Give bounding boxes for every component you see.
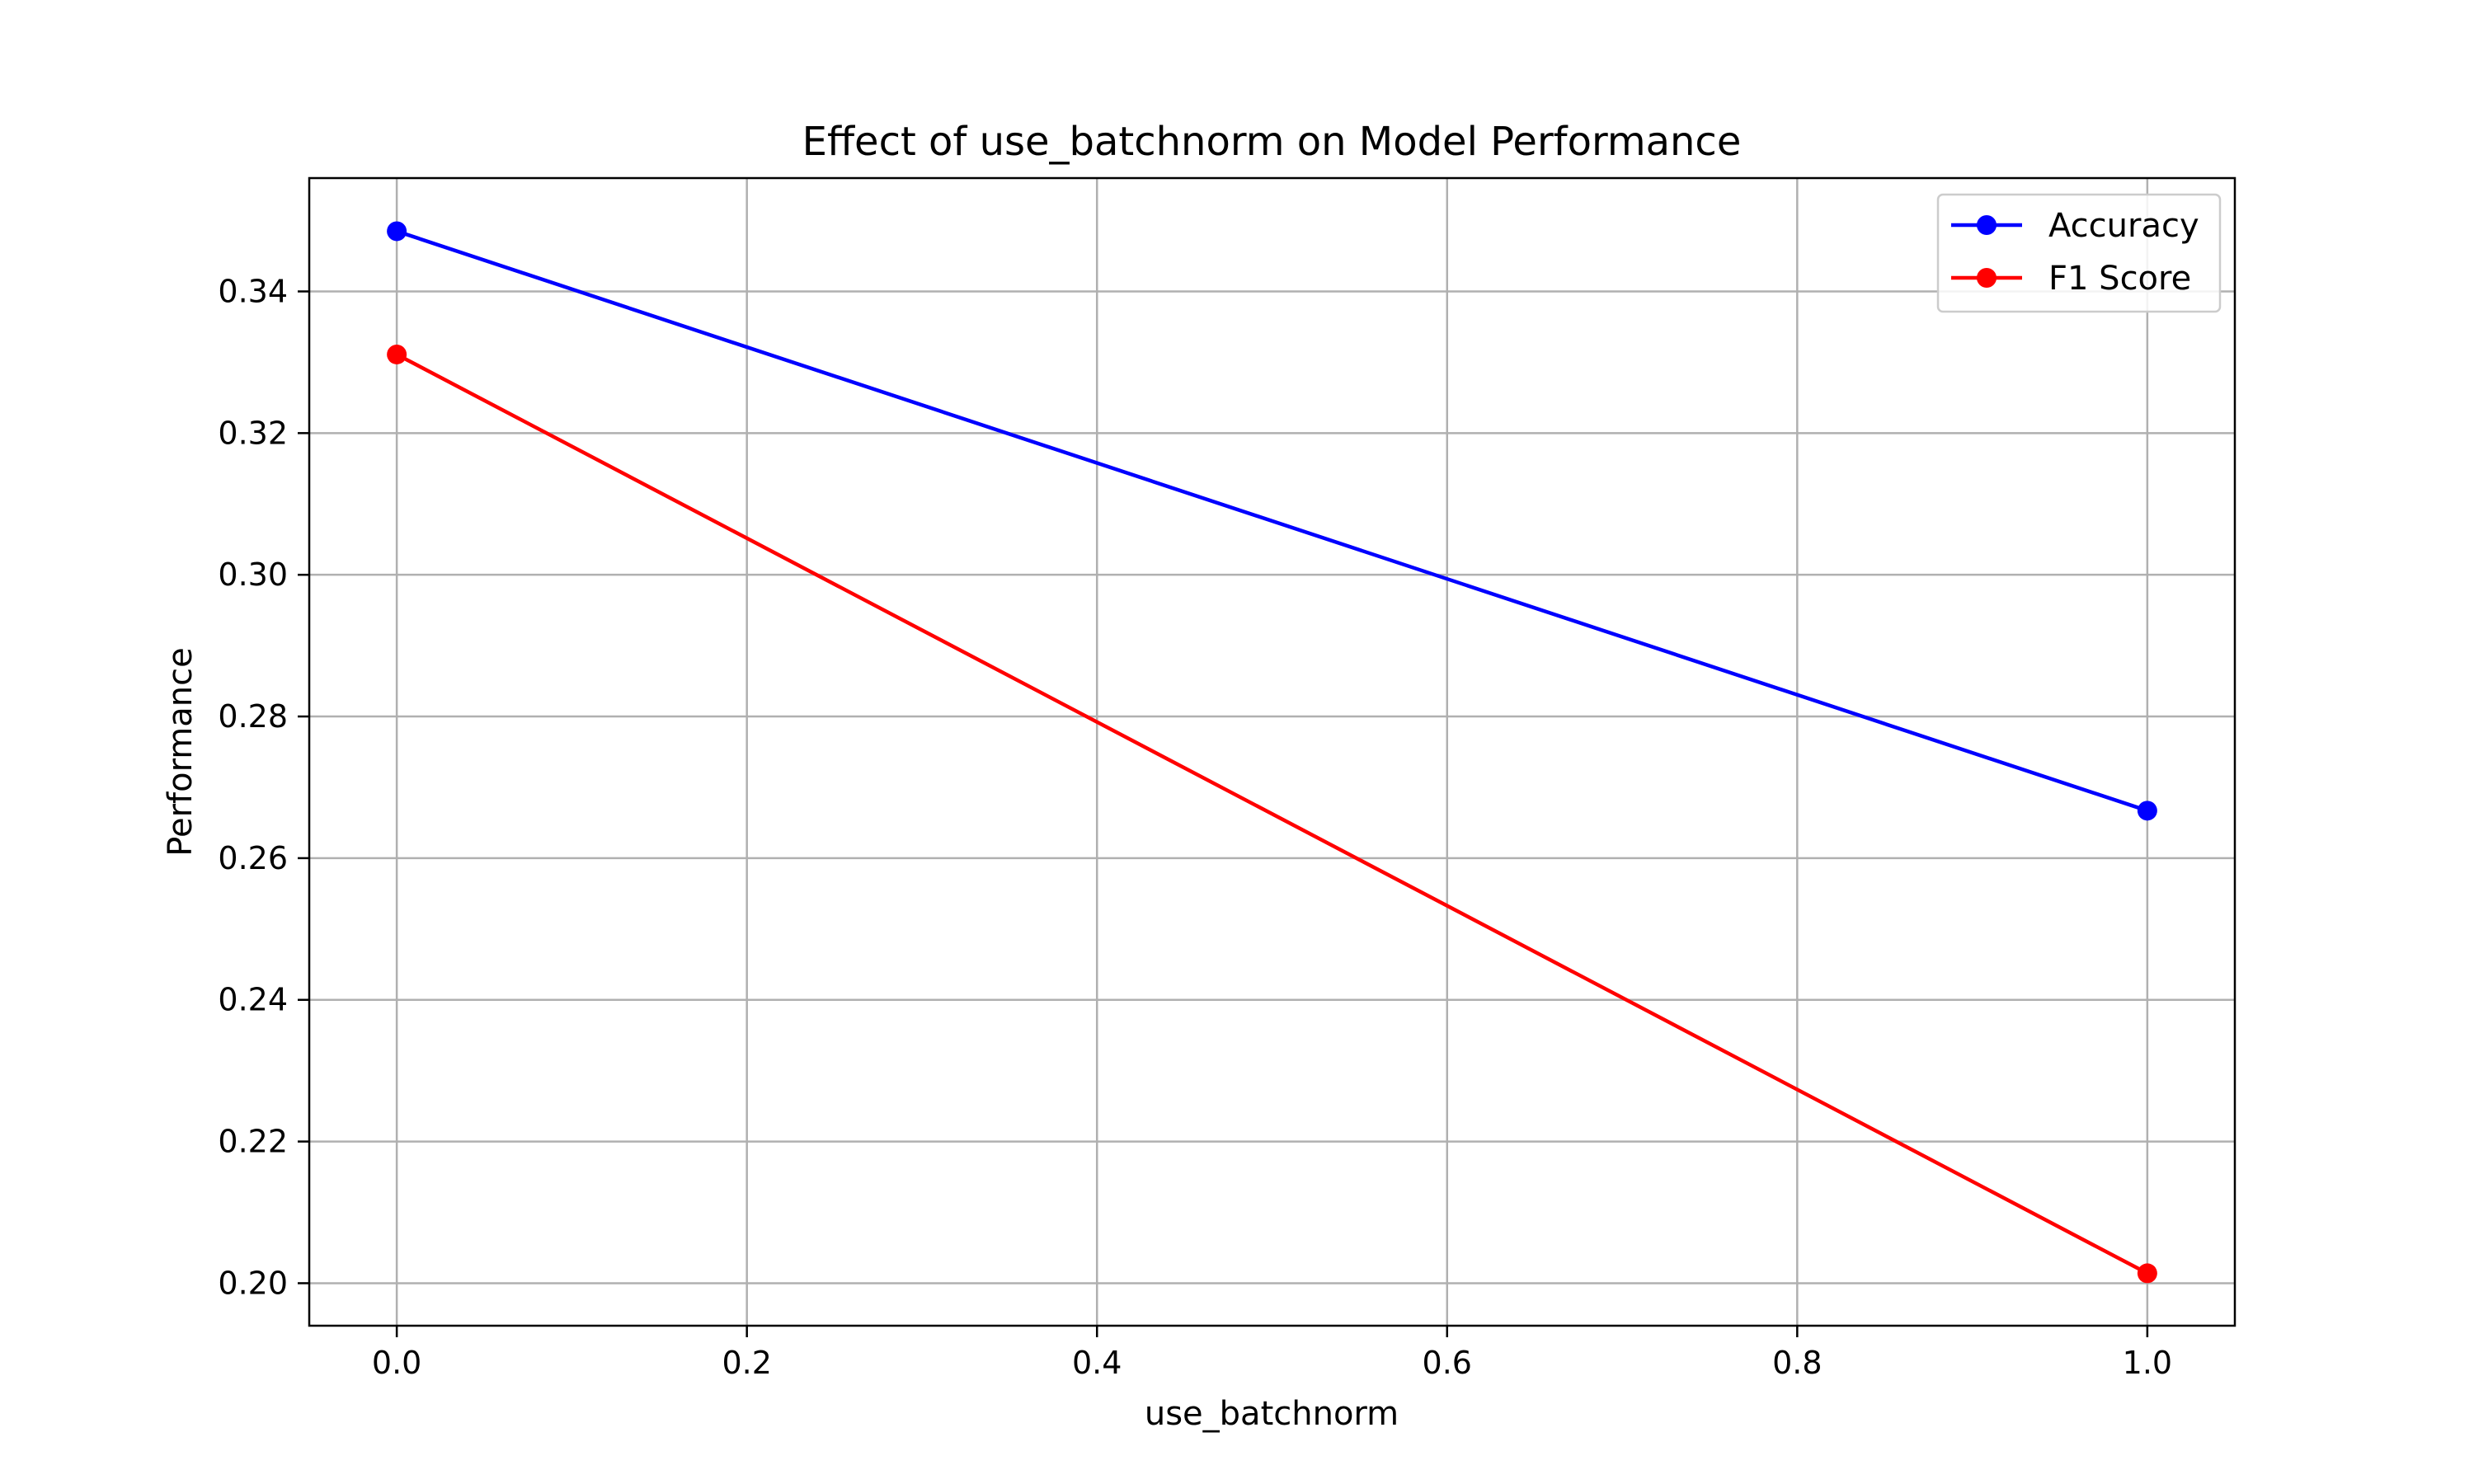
x-axis-title: use_batchnorm xyxy=(1145,1395,1399,1433)
y-tick-label: 0.26 xyxy=(218,840,288,876)
y-tick-label: 0.22 xyxy=(218,1124,288,1160)
legend-accuracy-marker xyxy=(1977,215,1997,235)
series-line-accuracy xyxy=(396,229,2148,813)
plot-frame xyxy=(308,176,2236,1327)
legend-accuracy-label: Accuracy xyxy=(2048,207,2199,245)
data-point-f1-score xyxy=(2137,1263,2157,1284)
legend-f1-score-label: F1 Score xyxy=(2048,260,2191,298)
data-point-accuracy xyxy=(2137,801,2157,821)
y-tick-label: 0.34 xyxy=(218,273,288,309)
x-tick-label: 0.4 xyxy=(1072,1345,1122,1381)
x-tick-label: 0.8 xyxy=(1772,1345,1822,1381)
chart-title: Effect of use_batchnorm on Model Perform… xyxy=(802,119,1742,165)
x-tick-label: 1.0 xyxy=(2123,1345,2172,1381)
series-group xyxy=(387,221,2157,1284)
legend-f1-score-marker xyxy=(1977,268,1997,288)
grid xyxy=(309,178,2235,1326)
x-tick-label: 0.2 xyxy=(722,1345,771,1381)
x-tick-label: 0.0 xyxy=(372,1345,421,1381)
x-tick-label: 0.6 xyxy=(1423,1345,1472,1381)
y-tick-label: 0.24 xyxy=(218,982,288,1018)
y-axis-title: Performance xyxy=(162,647,200,856)
y-tick-label: 0.32 xyxy=(218,415,288,451)
axis-ticks: 0.0 0.2 0.4 0.6 0.8 1.0 0.20 0.22 0.24 0.26 0.28 0.… xyxy=(218,273,2172,1381)
y-tick-label: 0.28 xyxy=(218,698,288,735)
data-point-accuracy xyxy=(387,221,407,242)
legend: Accuracy F1 Score xyxy=(1936,193,2222,313)
series-line-f1-score xyxy=(396,352,2148,1275)
y-tick-label: 0.20 xyxy=(218,1265,288,1301)
y-tick-label: 0.30 xyxy=(218,556,288,593)
data-point-f1-score xyxy=(387,344,407,364)
